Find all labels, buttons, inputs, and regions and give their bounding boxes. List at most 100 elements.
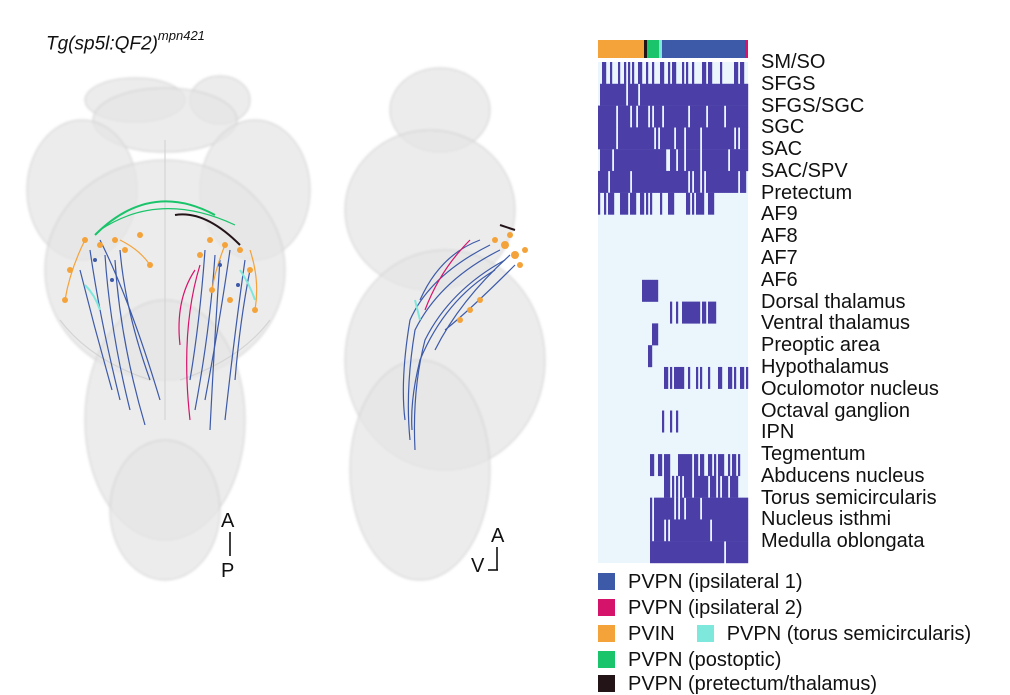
- heatmap-cell: [690, 454, 693, 477]
- dorsal-brain-outline: [26, 75, 311, 581]
- heatmap-cell: [608, 127, 611, 150]
- heatmap-cell: [664, 497, 667, 520]
- heatmap-cell: [630, 83, 633, 106]
- heatmap-cell: [674, 170, 677, 193]
- heatmap-cell: [682, 105, 685, 128]
- heatmap-cell: [638, 149, 641, 172]
- heatmap-cell: [696, 105, 699, 128]
- legend-swatch-pretectum: [598, 675, 615, 692]
- heatmap-cell: [714, 149, 717, 172]
- heatmap-cell: [640, 127, 643, 150]
- heatmap-cell: [698, 519, 701, 542]
- heatmap-cell: [728, 170, 731, 193]
- heatmap-cell: [702, 301, 705, 324]
- heatmap-cell: [668, 454, 671, 477]
- heatmap-cell: [722, 475, 725, 498]
- heatmap-cell: [660, 83, 663, 106]
- heatmap-cell: [714, 105, 717, 128]
- dorsal-axis-anterior: A: [221, 510, 235, 532]
- heatmap-cell: [612, 192, 615, 215]
- heatmap-cell: [602, 149, 605, 172]
- heatmap-cell: [624, 170, 627, 193]
- heatmap-cell: [744, 127, 747, 150]
- heatmap-cell: [686, 475, 689, 498]
- cluster-bar-segment: [662, 40, 745, 58]
- heatmap-cell: [622, 149, 625, 172]
- heatmap-cell: [642, 170, 645, 193]
- heatmap-cell: [698, 170, 701, 193]
- heatmap-cell: [682, 497, 685, 520]
- heatmap-cell: [650, 83, 653, 106]
- heatmap-cell: [646, 127, 649, 150]
- heatmap-cell: [666, 497, 669, 520]
- heatmap-cell: [688, 519, 691, 542]
- heatmap-cell: [690, 475, 693, 498]
- heatmap-cell: [744, 497, 747, 520]
- heatmap-cell: [742, 62, 745, 84]
- heatmap-cell: [746, 127, 749, 150]
- brain-renderings: [26, 67, 546, 581]
- heatmap-cell: [638, 105, 641, 128]
- heatmap-cell: [604, 192, 607, 215]
- heatmap-cell: [634, 105, 637, 128]
- heatmap-cell: [682, 62, 685, 84]
- heatmap-cell: [708, 62, 711, 84]
- region-label: Dorsal thalamus: [761, 290, 906, 313]
- heatmap-cell: [646, 62, 649, 84]
- heatmap-cell: [668, 105, 671, 128]
- heatmap-cell: [686, 83, 689, 106]
- heatmap-cell: [672, 83, 675, 106]
- heatmap-cell: [652, 279, 655, 302]
- heatmap-cell: [686, 301, 689, 324]
- heatmap-cell: [692, 301, 695, 324]
- heatmap-cell: [668, 475, 671, 498]
- heatmap-cell: [632, 83, 635, 106]
- heatmap-cell: [744, 541, 747, 564]
- heatmap-cell: [704, 519, 707, 542]
- heatmap-cell: [690, 301, 693, 324]
- heatmap-cell: [746, 541, 749, 564]
- region-label: Preoptic area: [761, 334, 880, 357]
- legend-label-postoptic: PVPN (postoptic): [628, 649, 782, 671]
- heatmap-cell: [676, 170, 679, 193]
- heatmap-cell: [656, 127, 659, 150]
- heatmap-cell: [720, 127, 723, 150]
- heatmap-cell: [698, 192, 701, 215]
- heatmap-cell: [688, 454, 691, 477]
- heatmap-cell: [664, 170, 667, 193]
- heatmap-cell: [736, 475, 739, 498]
- heatmap-cell: [602, 127, 605, 150]
- heatmap-cell: [726, 541, 729, 564]
- heatmap-cell: [634, 83, 637, 106]
- heatmap-cell: [630, 149, 633, 172]
- heatmap-cell: [660, 454, 663, 477]
- heatmap-cell: [704, 127, 707, 150]
- heatmap-cell: [708, 454, 711, 477]
- region-label: Abducens nucleus: [761, 464, 925, 487]
- heatmap-cell: [710, 541, 713, 564]
- heatmap-cell: [726, 519, 729, 542]
- legend-swatch-postoptic: [598, 651, 615, 668]
- heatmap-cell: [674, 105, 677, 128]
- heatmap-cell: [722, 541, 725, 564]
- heatmap-cell: [718, 105, 721, 128]
- lateral-brain-outline: [344, 67, 546, 581]
- heatmap-cell: [656, 83, 659, 106]
- heatmap-cell: [654, 170, 657, 193]
- region-label: SFGS/SGC: [761, 94, 865, 117]
- heatmap-cell: [650, 454, 653, 477]
- heatmap-cell: [740, 149, 743, 172]
- heatmap-cell: [732, 105, 735, 128]
- heatmap-cell: [674, 62, 677, 84]
- heatmap-cell: [740, 366, 743, 389]
- title-main: Tg(sp5l:QF2): [46, 33, 158, 55]
- heatmap-cell: [640, 170, 643, 193]
- region-label: Pretectum: [761, 181, 853, 204]
- heatmap-cell: [670, 83, 673, 106]
- heatmap-cell: [672, 519, 675, 542]
- heatmap-cell: [604, 105, 607, 128]
- legend-label-pvin: PVIN: [628, 623, 675, 645]
- heatmap-cell: [676, 541, 679, 564]
- heatmap-cell: [684, 83, 687, 106]
- heatmap-cell: [640, 105, 643, 128]
